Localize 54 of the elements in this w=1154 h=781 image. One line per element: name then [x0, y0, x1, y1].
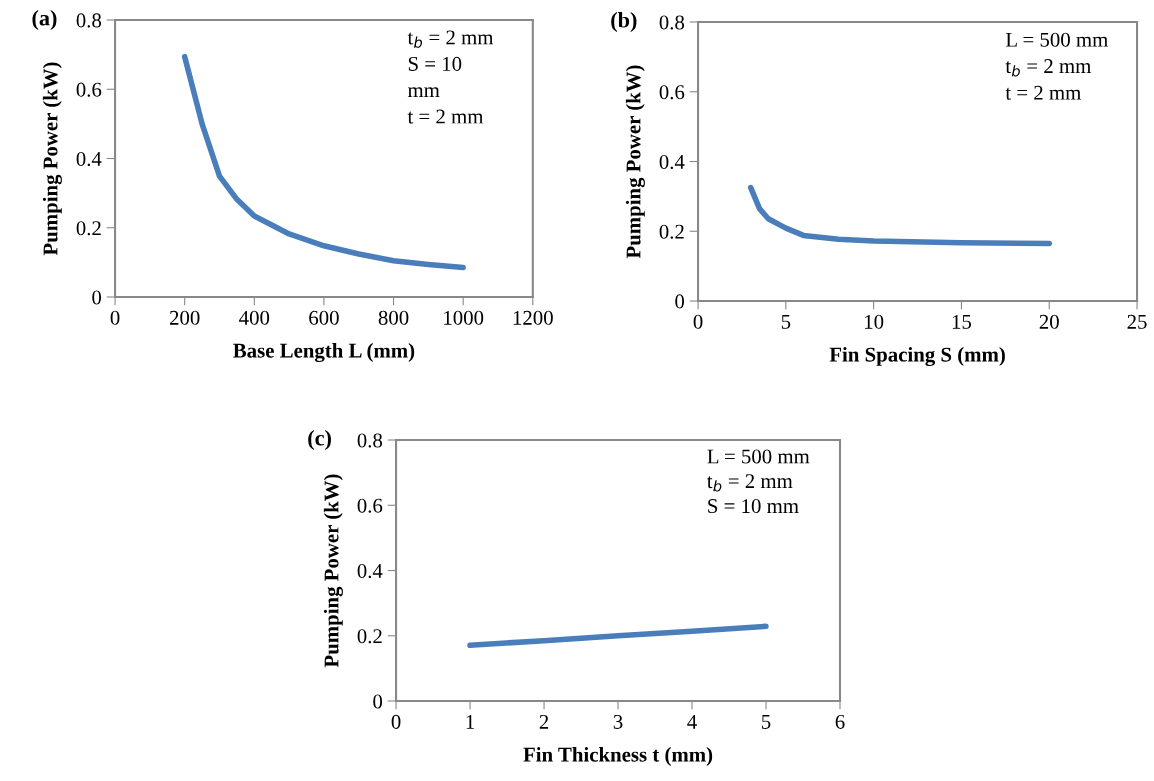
annotation: t = 2 mm: [1005, 85, 1081, 100]
y-tick-label: 0.6: [357, 498, 383, 513]
x-tick-label: 5: [781, 315, 791, 329]
x-tick-label: 600: [309, 310, 339, 325]
y-tick-label: 0: [675, 294, 685, 309]
y-tick-label: 0.8: [357, 433, 383, 448]
x-axis-title: Fin Spacing S (mm): [829, 346, 1005, 367]
y-tick-label: 0.2: [76, 221, 101, 236]
y-tick-label: 0.4: [659, 154, 685, 170]
y-tick-label: 0.6: [76, 82, 102, 97]
x-tick-label: 800: [378, 310, 409, 325]
y-tick-label: 0.8: [76, 13, 102, 28]
x-tick-label: 0: [110, 310, 120, 325]
y-tick-label: 0.2: [659, 224, 684, 239]
annotation: mm: [407, 87, 440, 98]
annotation: L = 500 mm: [707, 449, 810, 464]
x-tick-label: 1: [466, 714, 474, 729]
x-tick-label: 0: [391, 714, 401, 729]
y-tick-label: 0.4: [357, 563, 383, 579]
y-axis-title: Pumping Power (kW): [625, 65, 645, 259]
x-axis-title: Fin Thickness t (mm): [523, 747, 713, 766]
y-tick-label: 0.4: [76, 151, 102, 167]
x-axis-title: Base Length L (mm): [233, 342, 415, 363]
x-tick-label: 15: [952, 314, 972, 329]
x-tick-label: 3: [613, 714, 623, 729]
x-tick-label: 10: [865, 314, 884, 329]
annotation: S = 10 mm: [708, 499, 799, 514]
x-tick-label: 6: [835, 714, 845, 729]
x-tick-label: 0: [693, 314, 703, 329]
x-tick-label: 2: [539, 714, 549, 729]
y-axis-title: Pumping Power (kW): [42, 62, 62, 256]
y-tick-label: 0.8: [659, 15, 685, 30]
x-tick-label: 400: [239, 310, 270, 325]
y-tick-label: 0: [92, 290, 102, 305]
y-tick-label: 0: [373, 694, 383, 709]
annotation: t$_{b}$ = 2 mm: [1005, 59, 1092, 77]
x-tick-label: 4: [687, 714, 697, 729]
annotation: S = 10: [408, 56, 462, 71]
y-tick-label: 0.6: [659, 85, 685, 100]
chart-title: (c): [308, 429, 331, 451]
x-tick-label: 25: [1127, 314, 1147, 329]
x-tick-label: 5: [762, 715, 771, 729]
x-tick-label: 1000: [444, 310, 484, 325]
x-tick-label: 20: [1039, 314, 1059, 329]
x-tick-label: 200: [169, 310, 200, 325]
annotation: t = 2 mm: [407, 109, 484, 124]
annotation: t$_{b}$ = 2 mm: [707, 474, 793, 492]
annotation: t$_{b}$ = 2 mm: [407, 30, 494, 48]
x-tick-label: 1200: [513, 310, 553, 325]
chart-title: (a): [32, 9, 57, 31]
chart-title: (b): [611, 11, 637, 33]
y-tick-label: 0.2: [357, 629, 382, 644]
annotation: L = 500 mm: [1005, 32, 1108, 47]
y-axis-title: Pumping Power (kW): [323, 474, 343, 668]
